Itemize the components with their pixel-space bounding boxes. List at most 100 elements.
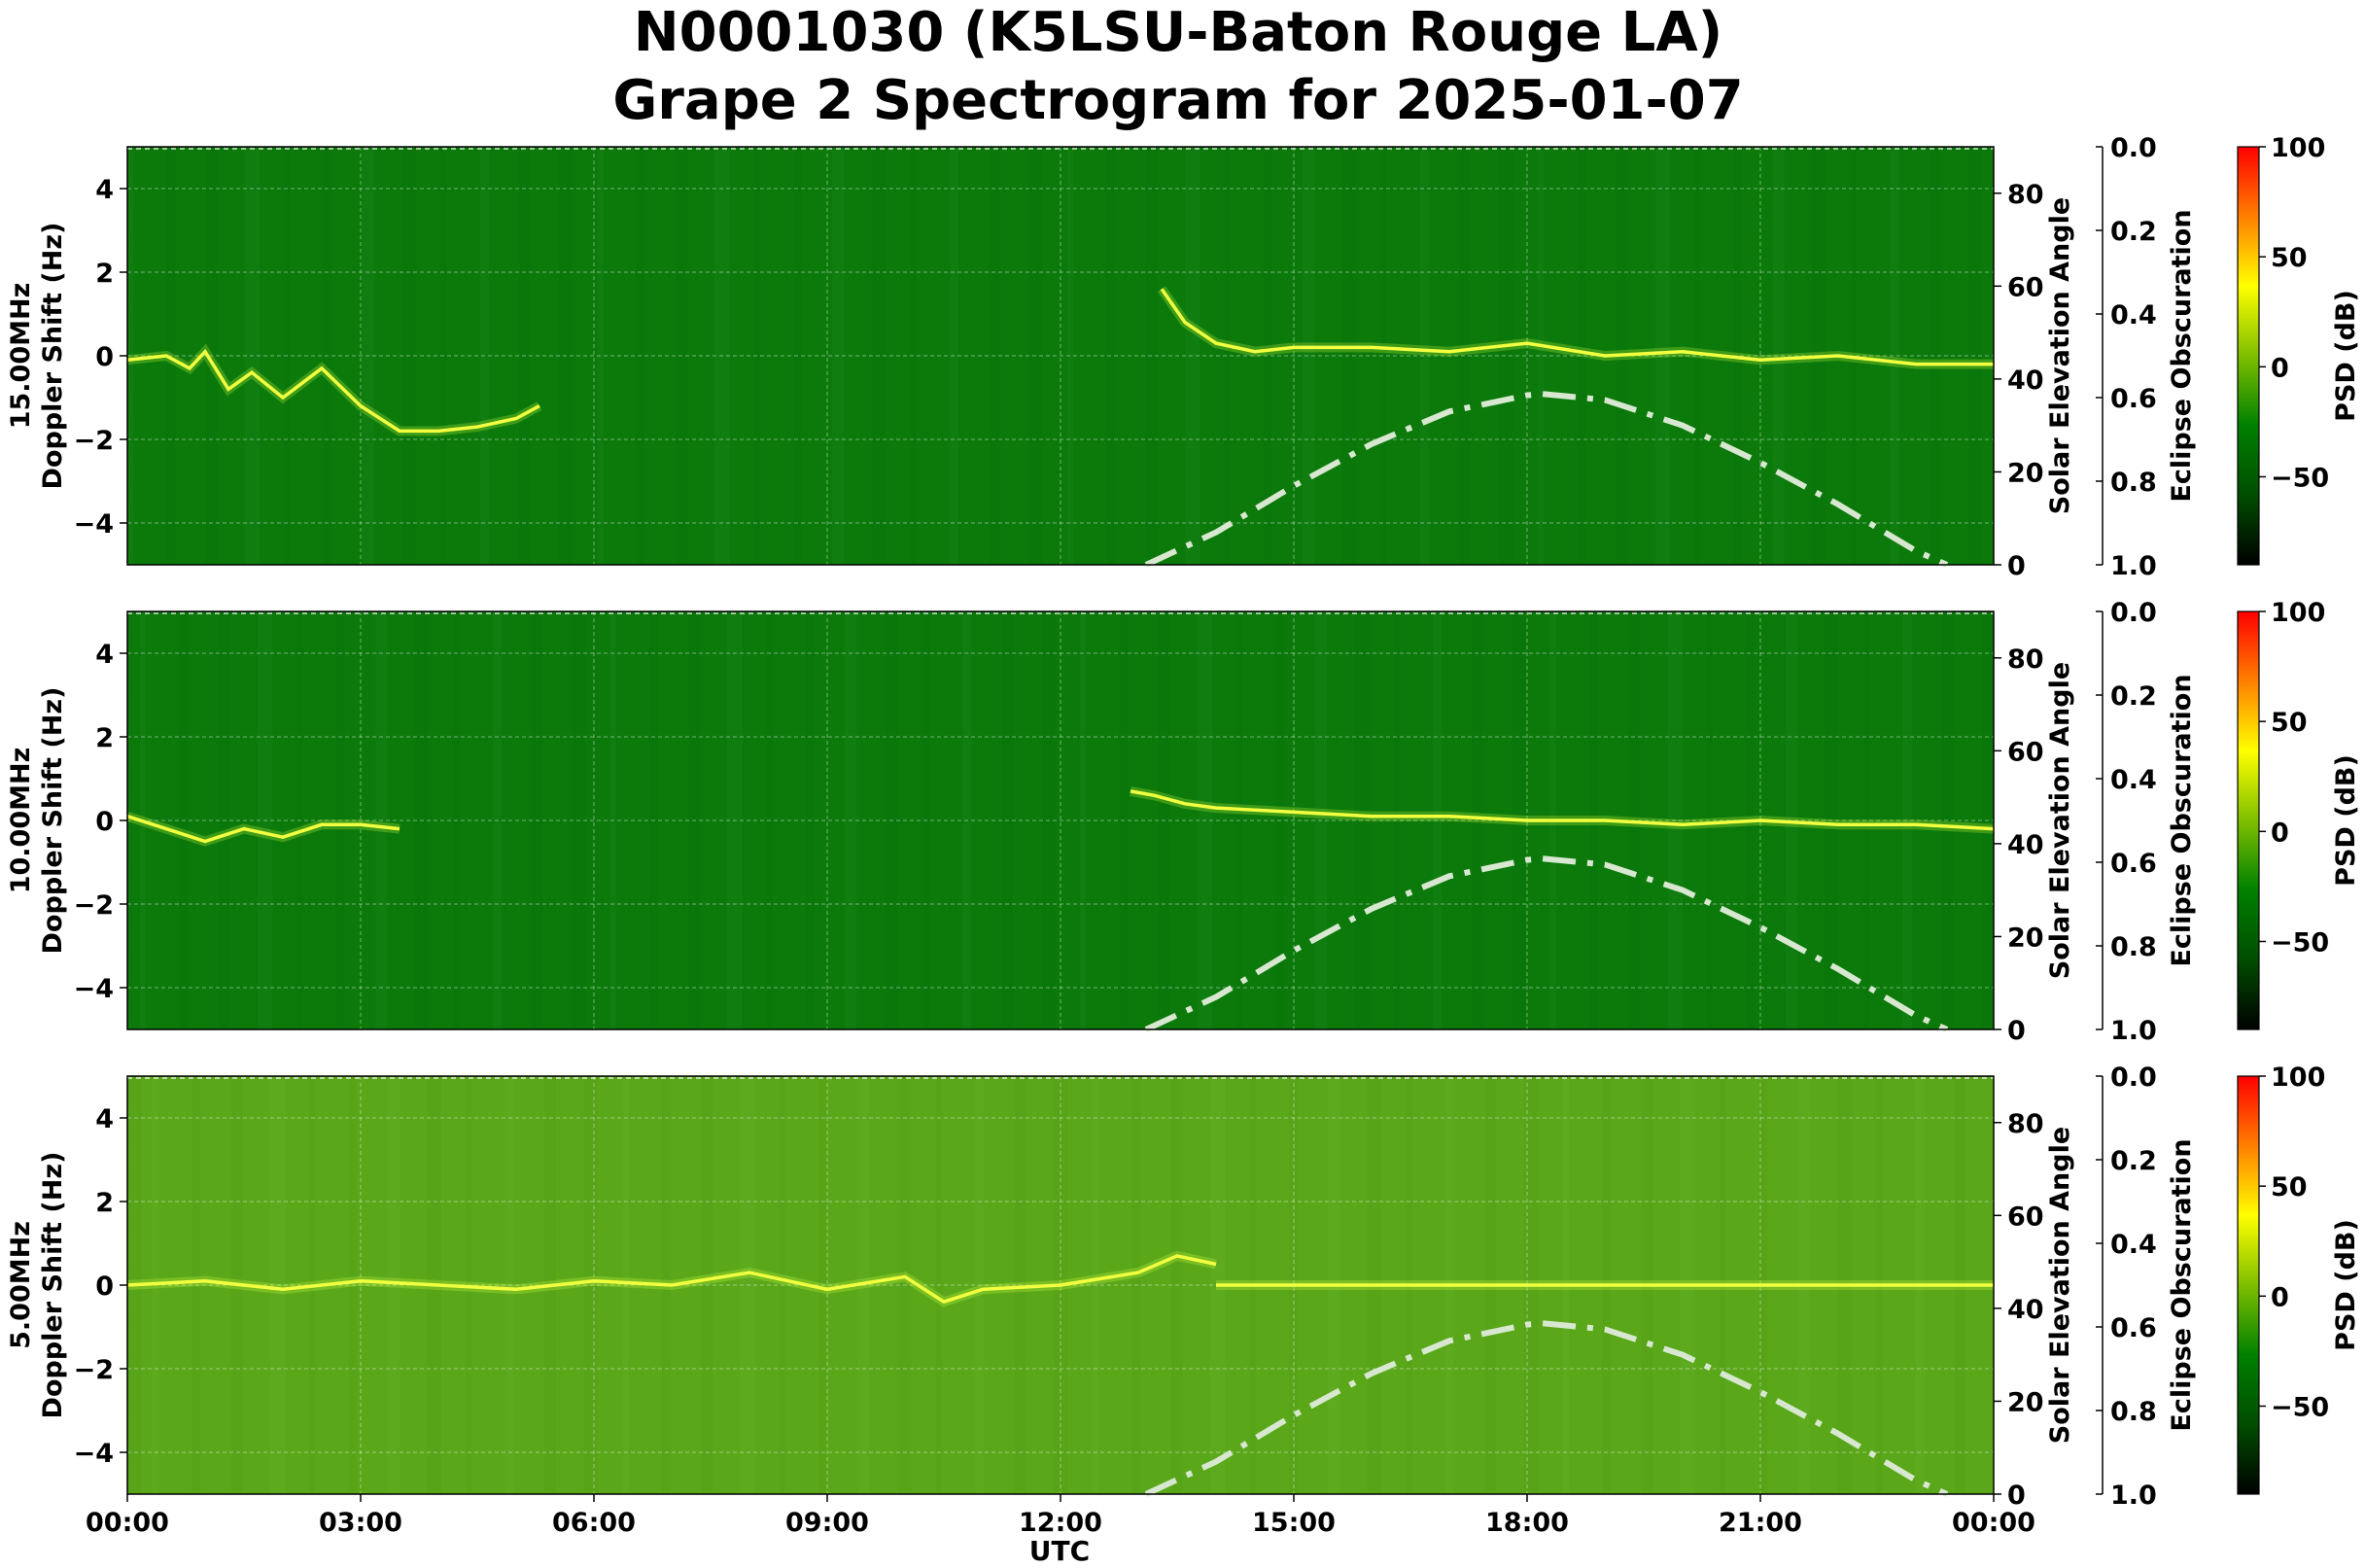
y-axis-label-doppler: Doppler Shift (Hz) [38,687,68,955]
elevation-tick-label: 20 [2007,1387,2044,1417]
y-axis-label-doppler: Doppler Shift (Hz) [38,1152,68,1419]
eclipse-axis-label: Eclipse Obscuration [2167,209,2197,502]
x-tick-label: 00:00 [1952,1508,2035,1538]
eclipse-tick-label: 1.0 [2110,1016,2157,1046]
colorbar [2237,1075,2260,1495]
x-tick-label: 12:00 [1019,1508,1102,1538]
elevation-tick-label: 40 [2007,366,2044,396]
panels-group: 420−2−415.00MHz Doppler Shift (Hz)0204060… [6,133,2361,1538]
x-tick-label: 15:00 [1252,1508,1336,1538]
eclipse-tick-label: 0.8 [2110,932,2157,962]
spectrogram-area [127,147,1994,565]
y-axis-label-doppler: Doppler Shift (Hz) [38,223,68,490]
x-tick-label: 06:00 [552,1508,636,1538]
colorbar [2237,610,2260,1030]
chart-title-line-1: N0001030 (K5LSU-Baton Rouge LA) [634,1,1723,64]
elevation-tick-label: 60 [2007,1202,2044,1232]
eclipse-tick-label: 0.8 [2110,468,2157,498]
colorbar-label: PSD (dB) [2331,290,2361,422]
x-tick-label: 09:00 [785,1508,869,1538]
doppler-trace-day [1130,789,1995,831]
doppler-trace-night [126,1254,1217,1305]
solar-elevation-curve [1144,855,1949,1032]
eclipse-tick-label: 0.0 [2110,133,2157,163]
colorbar-tick-label: 0 [2271,1282,2289,1312]
y-tick-label: −2 [74,890,114,921]
eclipse-tick-label: 0.4 [2110,765,2157,795]
elevation-axis-label: Solar Elevation Angle [2045,662,2075,979]
eclipse-tick-label: 1.0 [2110,551,2157,581]
eclipse-tick-label: 0.2 [2110,217,2157,247]
y-tick-label: −2 [74,426,114,456]
elevation-tick-label: 40 [2007,830,2044,860]
elevation-tick-label: 60 [2007,737,2044,767]
elevation-tick-label: 80 [2007,1109,2044,1139]
colorbar-tick-label: 100 [2271,133,2325,163]
eclipse-tick-label: 0.6 [2110,1313,2157,1343]
eclipse-axis-label: Eclipse Obscuration [2167,1138,2197,1431]
elevation-tick-label: 80 [2007,180,2044,210]
x-axis-label: UTC [1029,1535,1090,1567]
panel-10mhz: 420−2−410.00MHz Doppler Shift (Hz)0204060… [6,598,2361,1046]
y-tick-label: 0 [95,342,114,372]
y-tick-label: 4 [95,1104,114,1134]
y-tick-label: 4 [95,175,114,205]
doppler-trace-day [1160,288,1994,366]
eclipse-tick-label: 0.8 [2110,1397,2157,1427]
eclipse-tick-label: 0.2 [2110,1146,2157,1176]
solar-elevation-curve [1144,1320,1949,1497]
chart-title-line-2: Grape 2 Spectrogram for 2025-01-07 [612,69,1743,132]
elevation-tick-label: 0 [2007,1481,2026,1511]
y-tick-label: 0 [95,1272,114,1302]
colorbar-tick-label: 50 [2271,1172,2308,1202]
elevation-axis-label: Solar Elevation Angle [2045,1127,2075,1444]
doppler-trace-night [126,815,400,844]
colorbar-tick-label: −50 [2271,463,2329,493]
y-tick-label: 2 [95,723,114,753]
y-axis-label-frequency: 10.00MHz [6,748,36,894]
colorbar-tick-label: 0 [2271,353,2289,383]
y-tick-label: −2 [74,1355,114,1385]
colorbar-tick-label: 0 [2271,818,2289,848]
colorbar-tick-label: −50 [2271,927,2329,958]
elevation-tick-label: 20 [2007,923,2044,953]
y-tick-label: 4 [95,640,114,670]
eclipse-tick-label: 0.6 [2110,849,2157,879]
y-axis-label-frequency: 5.00MHz [6,1221,36,1349]
elevation-tick-label: 0 [2007,1016,2026,1046]
y-axis-label-frequency: 15.00MHz [6,283,36,430]
colorbar-tick-label: 100 [2271,598,2325,628]
solar-elevation-curve [1144,391,1949,568]
elevation-tick-label: 80 [2007,645,2044,675]
y-tick-label: −4 [74,1439,114,1469]
eclipse-tick-label: 0.6 [2110,384,2157,414]
elevation-tick-label: 20 [2007,458,2044,488]
doppler-trace-night [126,348,540,434]
y-tick-label: 2 [95,259,114,289]
eclipse-tick-label: 0.0 [2110,598,2157,628]
eclipse-tick-label: 1.0 [2110,1481,2157,1511]
colorbar [2237,146,2260,566]
panel-15mhz: 420−2−415.00MHz Doppler Shift (Hz)0204060… [6,133,2361,581]
y-tick-label: −4 [74,974,114,1004]
y-tick-label: 2 [95,1188,114,1218]
eclipse-tick-label: 0.4 [2110,300,2157,331]
colorbar-tick-label: 50 [2271,243,2308,273]
colorbar-label: PSD (dB) [2331,1219,2361,1351]
elevation-tick-label: 0 [2007,551,2026,581]
y-tick-label: −4 [74,509,114,540]
colorbar-tick-label: −50 [2271,1392,2329,1422]
x-tick-label: 21:00 [1719,1508,1802,1538]
spectrogram-area [127,611,1994,1029]
colorbar-tick-label: 100 [2271,1063,2325,1093]
eclipse-tick-label: 0.0 [2110,1063,2157,1093]
eclipse-axis-label: Eclipse Obscuration [2167,674,2197,966]
x-tick-label: 00:00 [86,1508,169,1538]
x-tick-label: 03:00 [319,1508,402,1538]
colorbar-tick-label: 50 [2271,708,2308,738]
elevation-tick-label: 40 [2007,1295,2044,1325]
elevation-tick-label: 60 [2007,272,2044,302]
y-tick-label: 0 [95,807,114,837]
eclipse-tick-label: 0.2 [2110,681,2157,712]
